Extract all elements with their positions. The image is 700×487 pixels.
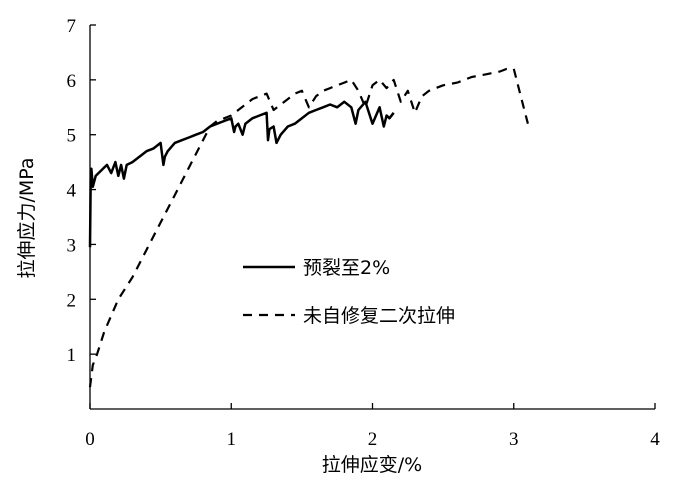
y-axis-label: 拉伸应力/MPa	[16, 157, 38, 278]
series-line-second-tension	[88, 67, 529, 388]
legend-label-second-tension: 未自修复二次拉伸	[303, 305, 455, 327]
y-tick-label: 4	[67, 181, 77, 202]
series-line-precrack	[88, 100, 395, 248]
x-tick-label: 3	[509, 429, 519, 450]
legend-label-precrack: 预裂至2%	[303, 257, 390, 279]
legend: 预裂至2% 未自修复二次拉伸	[243, 257, 455, 327]
axes	[89, 25, 655, 410]
x-tick-label: 4	[650, 429, 660, 450]
y-tick-label: 3	[67, 235, 77, 256]
y-tick-label: 6	[67, 71, 77, 92]
x-tick-label: 1	[227, 429, 237, 450]
y-tick-label: 1	[67, 345, 77, 366]
y-tick-label: 7	[67, 16, 77, 37]
y-tick-label: 5	[67, 126, 77, 147]
y-tick-label: 2	[67, 290, 77, 311]
x-tick-label: 2	[368, 429, 378, 450]
x-axis-label: 拉伸应变/%	[322, 454, 422, 476]
x-tick-label: 0	[85, 429, 95, 450]
series-layer	[88, 67, 529, 388]
ticks: 0 1 2 3 4 1 2 3 4 5 6 7	[67, 16, 661, 450]
